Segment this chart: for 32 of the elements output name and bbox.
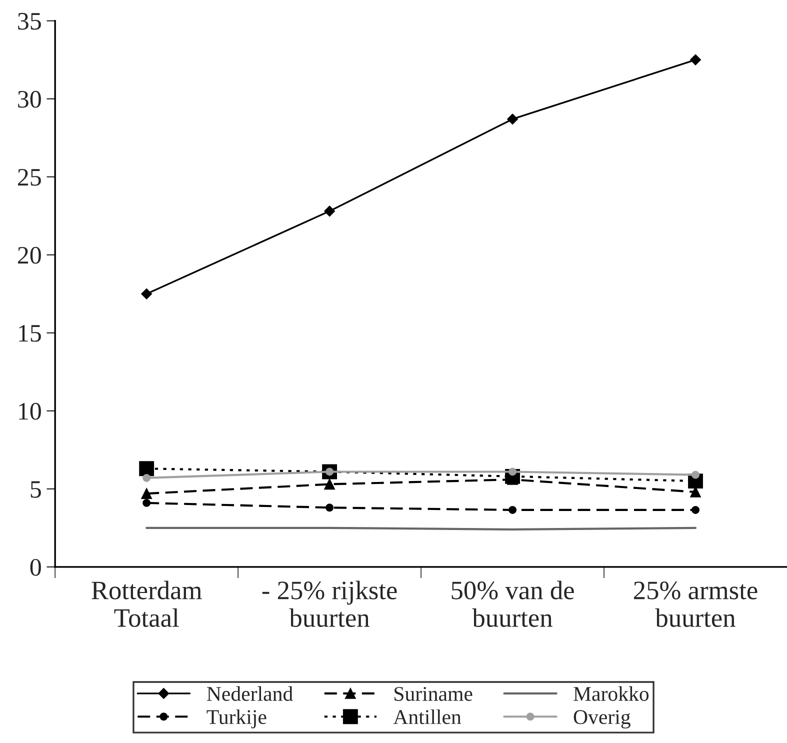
point: [508, 468, 517, 476]
point: [141, 488, 152, 499]
x-tick-label: Rotterdam Totaal: [92, 580, 202, 627]
y-tick-label: 0: [30, 558, 41, 576]
x-tick-label: 25% armste buurten: [634, 582, 758, 627]
x-tick-label: - 25% rijkste buurten: [262, 580, 397, 627]
point: [690, 54, 701, 66]
point: [324, 478, 335, 490]
legend-label: Marokko: [574, 686, 649, 701]
legend-label: Nederland: [206, 686, 293, 701]
legend-label: Overig: [574, 710, 630, 728]
y-tick-label: 20: [18, 246, 41, 264]
legend-label: Antillen: [393, 709, 462, 724]
y-tick-label: 35: [18, 12, 41, 30]
legend-label: Suriname: [394, 686, 472, 701]
y-tick-label: 15: [19, 325, 41, 342]
point: [142, 474, 151, 482]
y-tick-label: 25: [18, 168, 41, 186]
point: [324, 206, 335, 217]
point: [142, 498, 151, 507]
y-tick-label: 10: [19, 402, 41, 420]
point: [139, 461, 154, 476]
legend-label: Turkije: [206, 709, 266, 728]
y-tick-label: 5: [30, 481, 41, 498]
point: [326, 504, 334, 512]
y-tick-label: 30: [18, 90, 41, 108]
x-tick-label: 50% van de buurten: [452, 580, 574, 627]
point: [508, 506, 517, 514]
point: [692, 470, 700, 479]
point: [141, 288, 152, 300]
point: [507, 114, 518, 125]
point: [692, 506, 700, 514]
